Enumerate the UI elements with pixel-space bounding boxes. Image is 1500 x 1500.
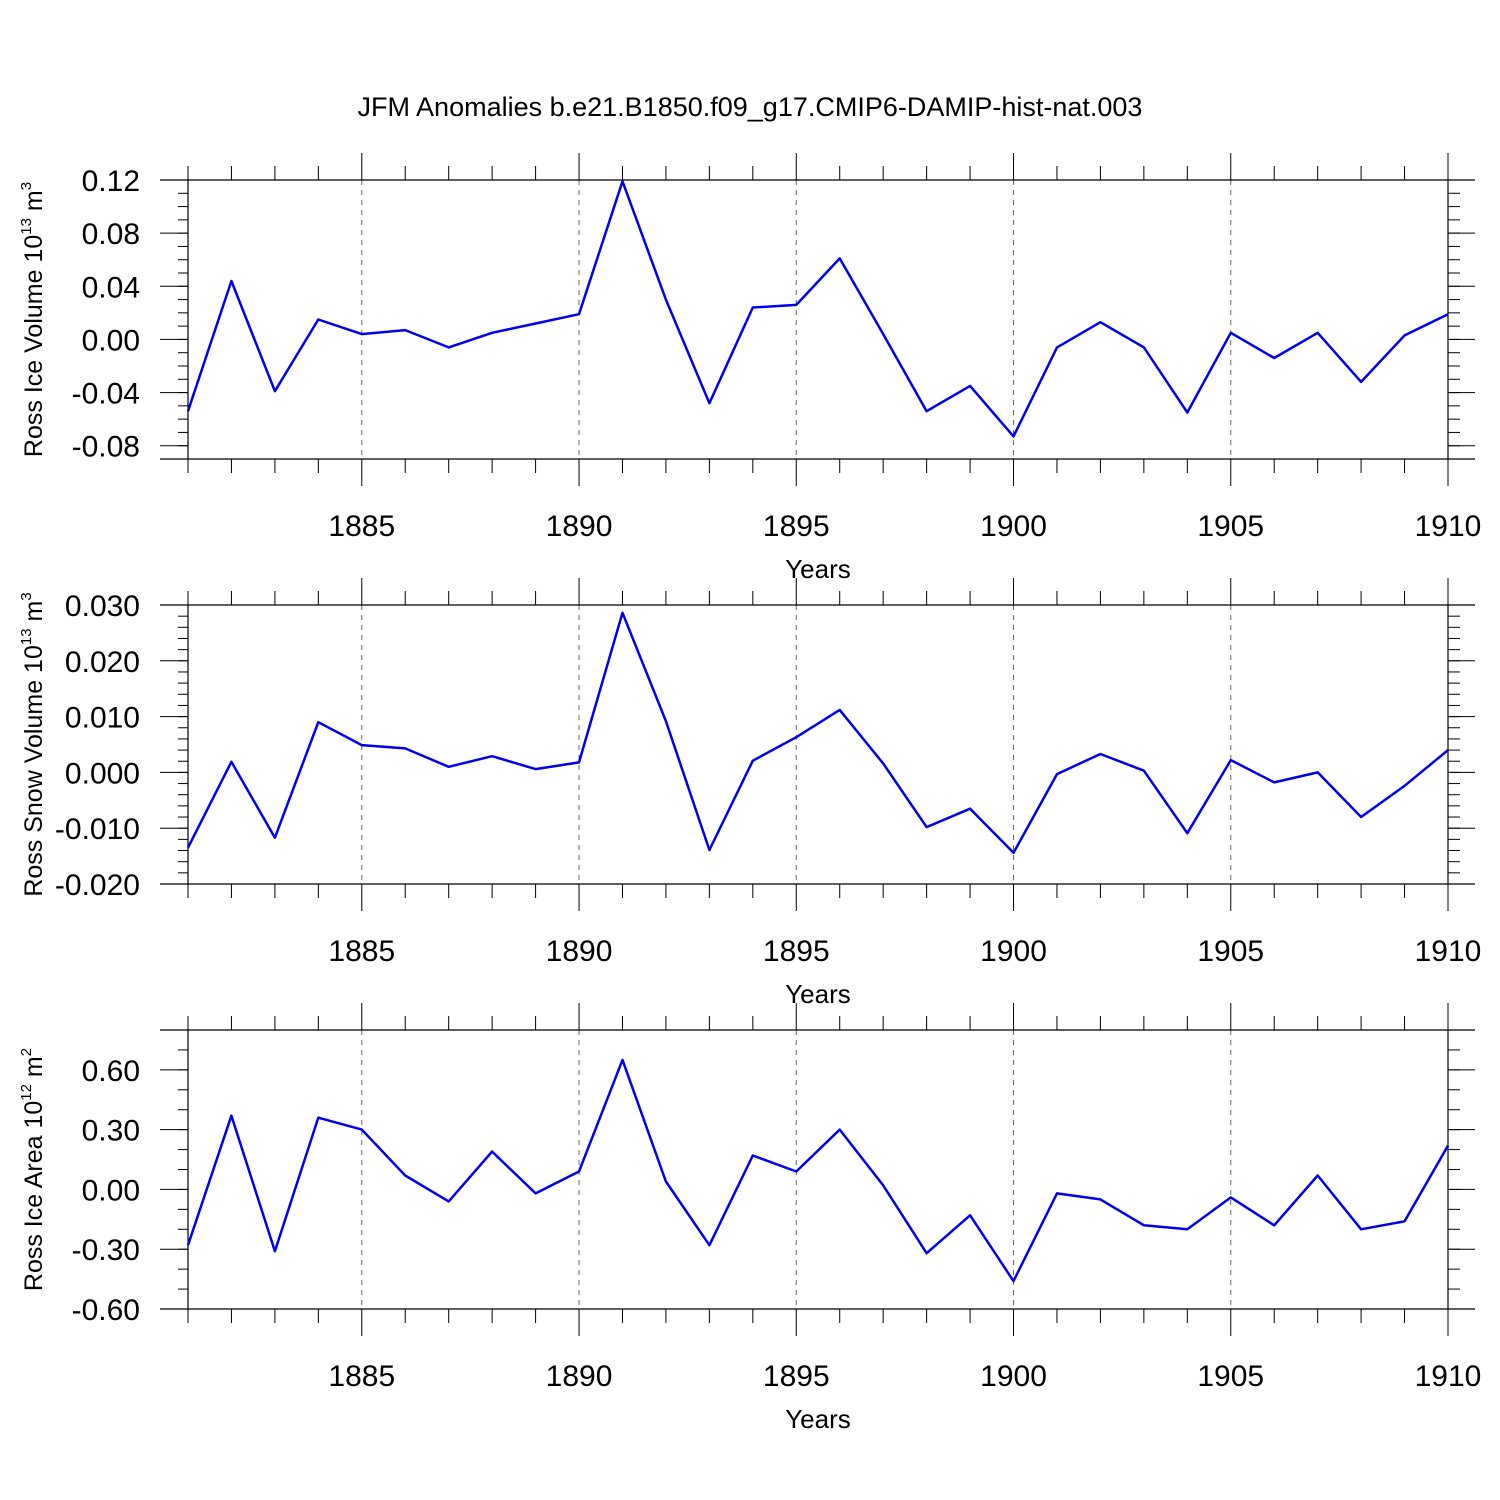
- y-tick-label: 0.000: [65, 757, 140, 790]
- y-tick-label: 0.030: [65, 590, 140, 623]
- x-tick-label: 1905: [1197, 935, 1264, 968]
- x-tick-label: 1900: [980, 510, 1047, 543]
- y-tick-label: 0.30: [82, 1115, 140, 1148]
- y-tick-label: 0.12: [82, 165, 140, 198]
- x-tick-label: 1890: [546, 1360, 613, 1393]
- panel-1: -0.08 -0.04 0.00 0.04 0.08 0.12 1885 1890 1895 19…: [18, 153, 1481, 584]
- panel-2: -0.020 -0.010 0.000 0.010 0.020 0.030 1885 1890…: [18, 578, 1481, 1009]
- chart-title: JFM Anomalies b.e21.B1850.f09_g17.CMIP6-…: [358, 92, 1143, 122]
- y-tick-label: 0.00: [82, 1174, 140, 1207]
- x-tick-label: 1890: [546, 510, 613, 543]
- y-tick-label: -0.30: [72, 1234, 140, 1267]
- x-tick-label: 1910: [1415, 510, 1482, 543]
- x-tick-label: 1900: [980, 935, 1047, 968]
- y-tick-label: -0.04: [72, 378, 140, 411]
- y-tick-label: -0.08: [72, 431, 140, 464]
- x-tick-label: 1910: [1415, 935, 1482, 968]
- series-line: [186, 1058, 1450, 1283]
- x-tick-label: 1900: [980, 1360, 1047, 1393]
- series-line: [186, 180, 1449, 438]
- y-axis-label: Ross Snow Volume 1013 m3: [18, 592, 48, 896]
- x-tick-label: 1885: [328, 510, 395, 543]
- x-axis-label: Years: [785, 1404, 851, 1434]
- y-tick-label: 0.04: [82, 271, 140, 304]
- x-tick-label: 1895: [763, 935, 830, 968]
- x-tick-label: 1890: [546, 935, 613, 968]
- y-tick-label: 0.020: [65, 646, 140, 679]
- y-tick-label: -0.60: [72, 1294, 140, 1327]
- x-tick-label: 1895: [763, 1360, 830, 1393]
- y-axis-label: Ross Ice Volume 1013 m3: [18, 182, 48, 457]
- panels: -0.08 -0.04 0.00 0.04 0.08 0.12 1885 1890 1895 19…: [18, 153, 1481, 1434]
- y-axis-label: Ross Ice Area 1012 m2: [18, 1048, 48, 1291]
- x-tick-label: 1905: [1197, 510, 1264, 543]
- y-tick-label: -0.020: [55, 869, 140, 902]
- y-tick-label: 0.00: [82, 324, 140, 357]
- x-tick-label: 1885: [328, 935, 395, 968]
- y-tick-label: 0.010: [65, 702, 140, 735]
- x-axis-label: Years: [785, 979, 851, 1009]
- x-tick-label: 1895: [763, 510, 830, 543]
- y-tick-label: -0.010: [55, 813, 140, 846]
- y-tick-label: 0.08: [82, 218, 140, 251]
- x-tick-label: 1885: [328, 1360, 395, 1393]
- x-axis-label: Years: [785, 554, 851, 584]
- x-tick-label: 1910: [1415, 1360, 1482, 1393]
- x-tick-label: 1905: [1197, 1360, 1264, 1393]
- series-line: [186, 611, 1449, 855]
- y-tick-label: 0.60: [82, 1055, 140, 1088]
- panel-3: -0.60 -0.30 0.00 0.30 0.60 1885 1890 1895 1900 19…: [18, 1003, 1481, 1434]
